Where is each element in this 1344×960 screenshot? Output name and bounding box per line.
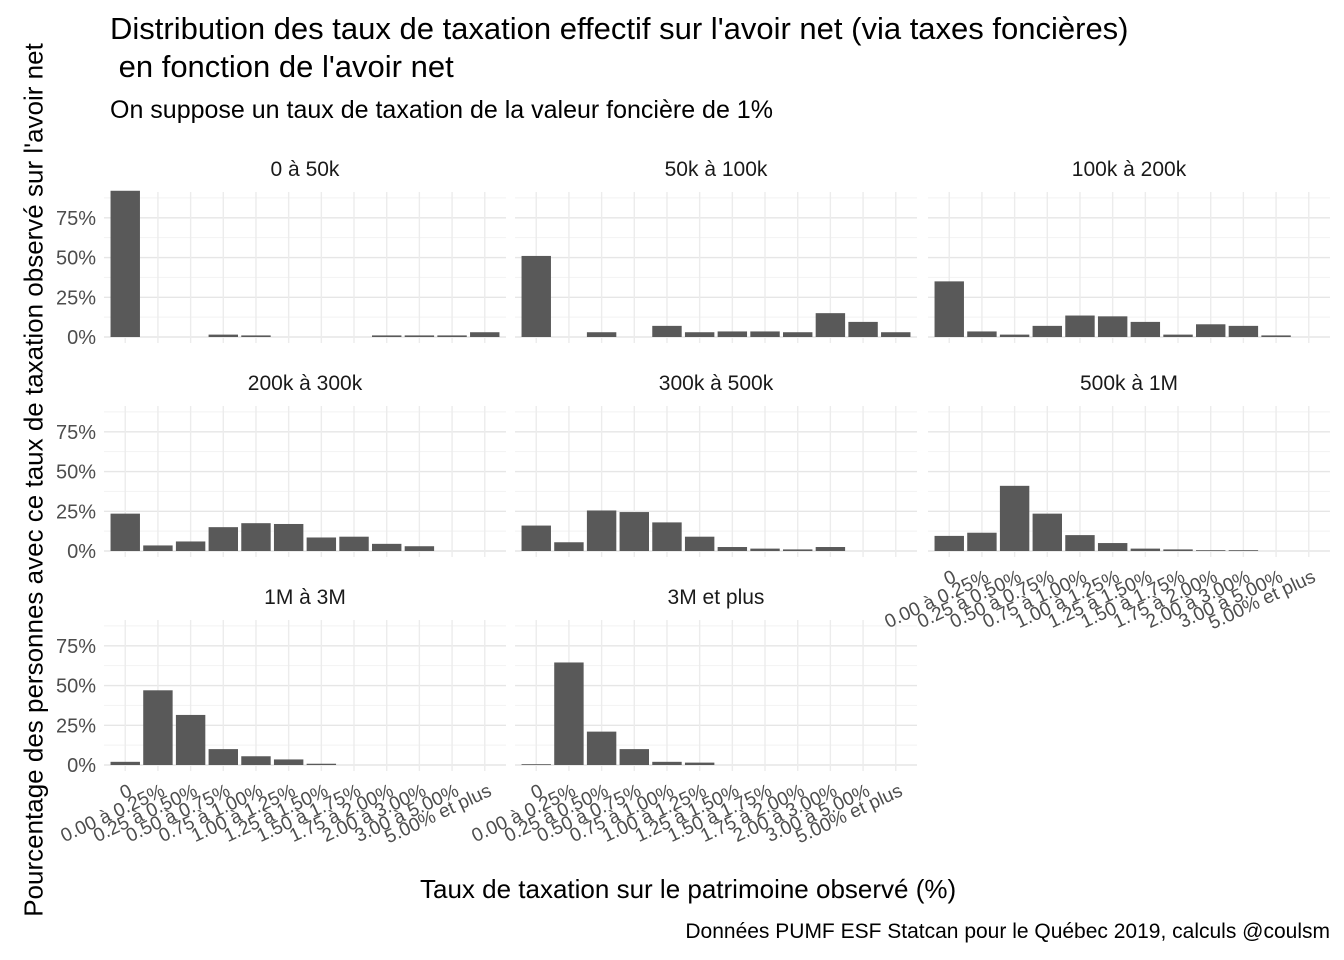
- y-tick-label: 75%: [56, 208, 96, 230]
- bar: [934, 281, 964, 337]
- bar: [1163, 334, 1193, 337]
- bar: [306, 537, 337, 551]
- bar: [208, 527, 238, 551]
- bar: [619, 512, 649, 551]
- bar: [273, 523, 304, 551]
- chart-title: Distribution des taux de taxation effect…: [110, 11, 1129, 84]
- bar: [208, 749, 238, 765]
- bar: [143, 690, 173, 765]
- facet-label: 1M à 3M: [264, 586, 346, 609]
- facet-label: 200k à 300k: [248, 372, 363, 395]
- bar: [241, 335, 271, 337]
- bar: [273, 759, 304, 765]
- bar: [1130, 321, 1161, 337]
- bar: [110, 190, 140, 337]
- bar: [934, 535, 964, 551]
- bar: [521, 525, 551, 551]
- bar: [967, 331, 997, 337]
- bar: [470, 332, 500, 337]
- bar: [999, 334, 1030, 337]
- bar: [110, 513, 140, 551]
- bar: [652, 325, 682, 337]
- bar: [815, 313, 846, 337]
- facet-label: 500k à 1M: [1080, 372, 1178, 395]
- bar: [1065, 315, 1095, 337]
- chart-subtitle: On suppose un taux de taxation de la val…: [110, 96, 773, 124]
- facet-label: 3M et plus: [668, 586, 765, 609]
- bar: [241, 756, 271, 765]
- bar: [717, 547, 748, 551]
- bar: [554, 542, 584, 551]
- bar: [208, 334, 238, 337]
- bar: [586, 731, 617, 765]
- bar: [684, 762, 715, 765]
- facet-label: 0 à 50k: [271, 158, 340, 181]
- bar: [652, 522, 682, 551]
- bar: [750, 548, 780, 551]
- y-tick-label: 50%: [56, 462, 96, 484]
- bar: [967, 532, 997, 551]
- y-tick-label: 0%: [67, 541, 96, 563]
- y-axis-title: Pourcentage des personnes avec ce taux d…: [18, 43, 49, 917]
- bar: [1130, 548, 1161, 551]
- bar: [1097, 543, 1128, 551]
- bar: [404, 546, 435, 551]
- bar: [554, 662, 584, 765]
- bar: [372, 335, 402, 337]
- bar: [339, 536, 369, 551]
- facet-label: 50k à 100k: [665, 158, 768, 181]
- y-tick-label: 25%: [56, 715, 96, 737]
- facet-label: 300k à 500k: [659, 372, 774, 395]
- bar: [684, 332, 715, 337]
- bar: [437, 335, 467, 337]
- bar: [586, 510, 617, 551]
- bar: [783, 332, 813, 337]
- bar: [1163, 549, 1193, 551]
- y-tick-label: 50%: [56, 676, 96, 698]
- bar: [848, 321, 878, 337]
- y-tick-label: 0%: [67, 327, 96, 349]
- bar: [404, 335, 435, 337]
- bar: [110, 761, 140, 765]
- bar: [241, 523, 271, 551]
- y-tick-label: 25%: [56, 287, 96, 309]
- bar: [881, 332, 911, 337]
- y-tick-label: 50%: [56, 248, 96, 270]
- bar: [372, 543, 402, 551]
- y-tick-label: 75%: [56, 636, 96, 658]
- bar: [684, 536, 715, 551]
- bar: [717, 331, 748, 337]
- y-tick-label: 75%: [56, 422, 96, 444]
- bar: [175, 541, 206, 551]
- bar: [586, 332, 617, 337]
- bar: [521, 255, 551, 337]
- chart-caption: Données PUMF ESF Statcan pour le Québec …: [685, 920, 1330, 943]
- y-tick-label: 0%: [67, 755, 96, 777]
- bar: [815, 547, 846, 551]
- bar: [652, 761, 682, 765]
- bar: [999, 485, 1030, 551]
- bar: [1032, 325, 1062, 337]
- bar: [521, 764, 551, 765]
- bar: [750, 331, 780, 337]
- bar: [1228, 325, 1259, 337]
- x-axis-title: Taux de taxation sur le patrimoine obser…: [420, 874, 957, 904]
- bar: [1196, 550, 1226, 551]
- bar: [306, 763, 337, 765]
- bar: [1261, 335, 1291, 337]
- facet-label: 100k à 200k: [1072, 158, 1187, 181]
- bar: [1196, 324, 1226, 337]
- bar: [143, 545, 173, 551]
- bar: [1065, 535, 1095, 551]
- bar: [175, 714, 206, 765]
- bar: [619, 749, 649, 765]
- bar: [783, 549, 813, 551]
- bar: [1097, 316, 1128, 337]
- y-tick-label: 25%: [56, 501, 96, 523]
- bar: [1032, 513, 1062, 551]
- bar: [1228, 550, 1259, 551]
